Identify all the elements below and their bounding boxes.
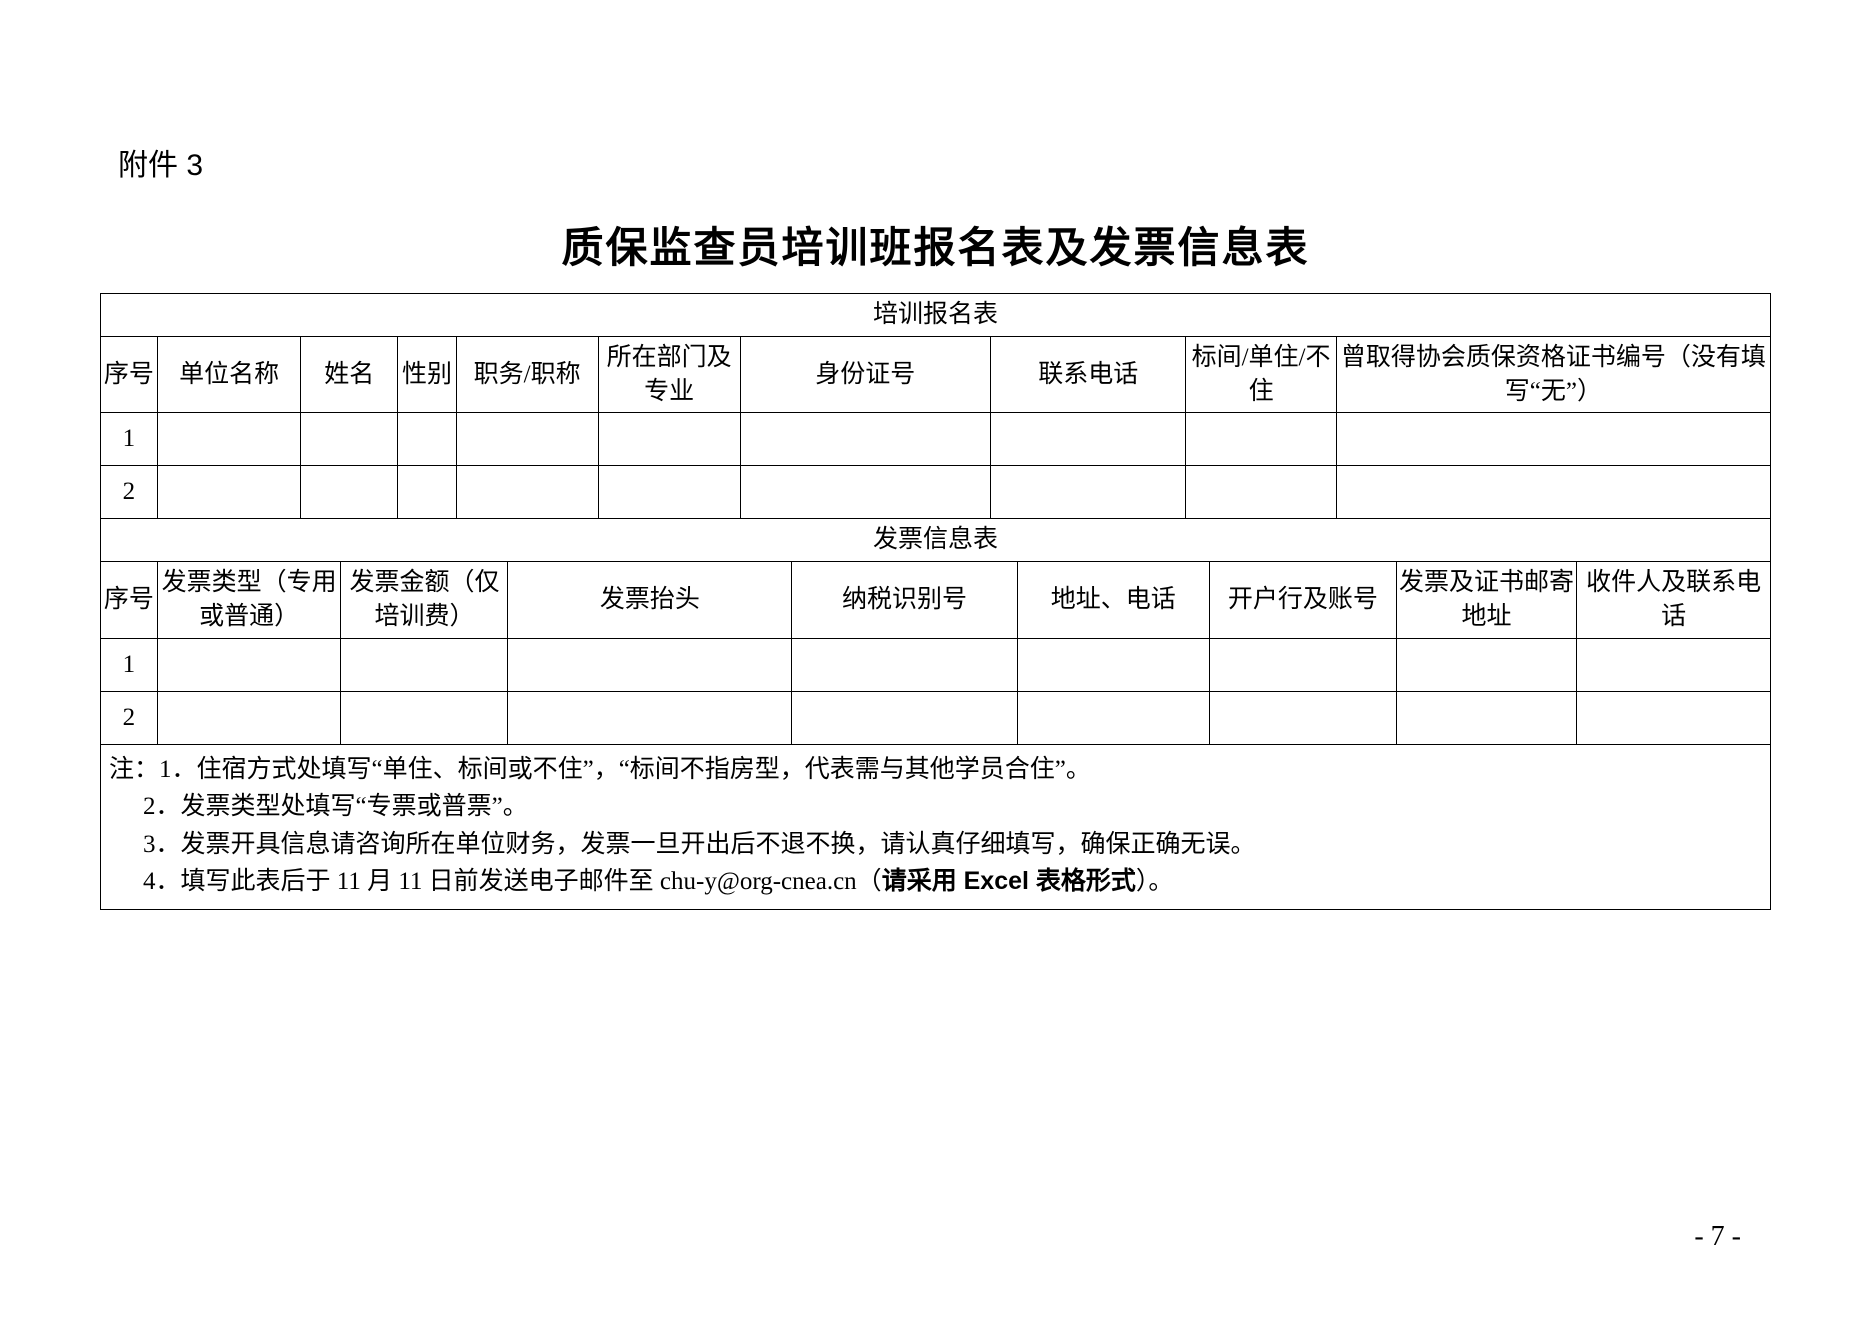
cell[interactable]: [740, 413, 991, 466]
cell[interactable]: [792, 638, 1017, 691]
col-room: 标间/单住/不住: [1186, 336, 1336, 413]
table-row: 2: [101, 691, 1771, 744]
cell[interactable]: [1336, 413, 1770, 466]
table-row: 2: [101, 466, 1771, 519]
table-row: 1: [101, 413, 1771, 466]
cell[interactable]: [157, 691, 341, 744]
cell[interactable]: [740, 466, 991, 519]
note-2: 2．发票类型处填写“专票或普票”。: [109, 788, 1762, 826]
col-mail-addr: 发票及证书邮寄地址: [1396, 562, 1576, 639]
col-addr: 地址、电话: [1017, 562, 1209, 639]
cell[interactable]: [157, 466, 301, 519]
row-seq: 1: [101, 638, 158, 691]
cell[interactable]: [301, 466, 398, 519]
cell[interactable]: [1577, 638, 1771, 691]
cell[interactable]: [792, 691, 1017, 744]
cell[interactable]: [508, 691, 792, 744]
cell[interactable]: [598, 466, 740, 519]
cell[interactable]: [1396, 638, 1576, 691]
note-1: 注：1．住宿方式处填写“单住、标间或不住”，“标间不指房型，代表需与其他学员合住…: [109, 751, 1762, 789]
cell[interactable]: [1186, 466, 1336, 519]
col-phone: 联系电话: [991, 336, 1186, 413]
cell[interactable]: [341, 638, 508, 691]
cell[interactable]: [508, 638, 792, 691]
col-unit: 单位名称: [157, 336, 301, 413]
section2-title: 发票信息表: [101, 519, 1771, 561]
cell[interactable]: [991, 413, 1186, 466]
row-seq: 2: [101, 466, 158, 519]
table-row: 1: [101, 638, 1771, 691]
cell[interactable]: [1396, 691, 1576, 744]
col-seq: 序号: [101, 336, 158, 413]
col-position: 职务/职称: [456, 336, 598, 413]
cell[interactable]: [341, 691, 508, 744]
note-4-bold: 请采用 Excel 表格形式: [882, 867, 1136, 895]
cell[interactable]: [398, 466, 456, 519]
cell[interactable]: [1186, 413, 1336, 466]
cell[interactable]: [1336, 466, 1770, 519]
col-recipient: 收件人及联系电话: [1577, 562, 1771, 639]
col-seq: 序号: [101, 562, 158, 639]
notes-prefix: 注：: [109, 756, 159, 783]
cell[interactable]: [1017, 691, 1209, 744]
attachment-label: 附件 3: [118, 140, 1771, 184]
cell[interactable]: [991, 466, 1186, 519]
cell[interactable]: [1209, 691, 1396, 744]
col-gender: 性别: [398, 336, 456, 413]
note-1-text: 1．住宿方式处填写“单住、标间或不住”，“标间不指房型，代表需与其他学员合住”。: [159, 756, 1091, 783]
cell[interactable]: [456, 466, 598, 519]
row-seq: 2: [101, 691, 158, 744]
cell[interactable]: [157, 638, 341, 691]
cell[interactable]: [301, 413, 398, 466]
row-seq: 1: [101, 413, 158, 466]
col-invoice-title: 发票抬头: [508, 562, 792, 639]
col-name: 姓名: [301, 336, 398, 413]
cell[interactable]: [1017, 638, 1209, 691]
cell[interactable]: [598, 413, 740, 466]
note-4-post: ）。: [1136, 868, 1174, 895]
note-4: 4．填写此表后于 11 月 11 日前发送电子邮件至 chu-y@org-cne…: [109, 863, 1762, 901]
note-3: 3．发票开具信息请咨询所在单位财务，发票一旦开出后不退不换，请认真仔细填写，确保…: [109, 826, 1762, 864]
cell[interactable]: [398, 413, 456, 466]
document-page: 附件 3 质保监查员培训班报名表及发票信息表 培训报名表 序号 单位名称 姓名 …: [0, 0, 1871, 1323]
col-dept: 所在部门及专业: [598, 336, 740, 413]
cell[interactable]: [1577, 691, 1771, 744]
col-taxid: 纳税识别号: [792, 562, 1017, 639]
col-cert: 曾取得协会质保资格证书编号（没有填写“无”）: [1336, 336, 1770, 413]
registration-table: 培训报名表 序号 单位名称 姓名 性别 职务/职称 所在部门及专业 身份证号 联…: [100, 293, 1771, 519]
cell[interactable]: [1209, 638, 1396, 691]
page-number: - 7 -: [1694, 1221, 1741, 1253]
col-bank: 开户行及账号: [1209, 562, 1396, 639]
cell[interactable]: [456, 413, 598, 466]
col-invoice-type: 发票类型（专用或普通）: [157, 562, 341, 639]
invoice-table: 发票信息表 序号 发票类型（专用或普通） 发票金额（仅培训费） 发票抬头 纳税识…: [100, 519, 1771, 744]
main-title: 质保监查员培训班报名表及发票信息表: [100, 214, 1771, 275]
cell[interactable]: [157, 413, 301, 466]
col-idnum: 身份证号: [740, 336, 991, 413]
section1-title: 培训报名表: [101, 294, 1771, 337]
note-4-pre: 4．填写此表后于 11 月 11 日前发送电子邮件至 chu-y@org-cne…: [143, 868, 882, 895]
notes-block: 注：1．住宿方式处填写“单住、标间或不住”，“标间不指房型，代表需与其他学员合住…: [100, 745, 1771, 910]
col-amount: 发票金额（仅培训费）: [341, 562, 508, 639]
